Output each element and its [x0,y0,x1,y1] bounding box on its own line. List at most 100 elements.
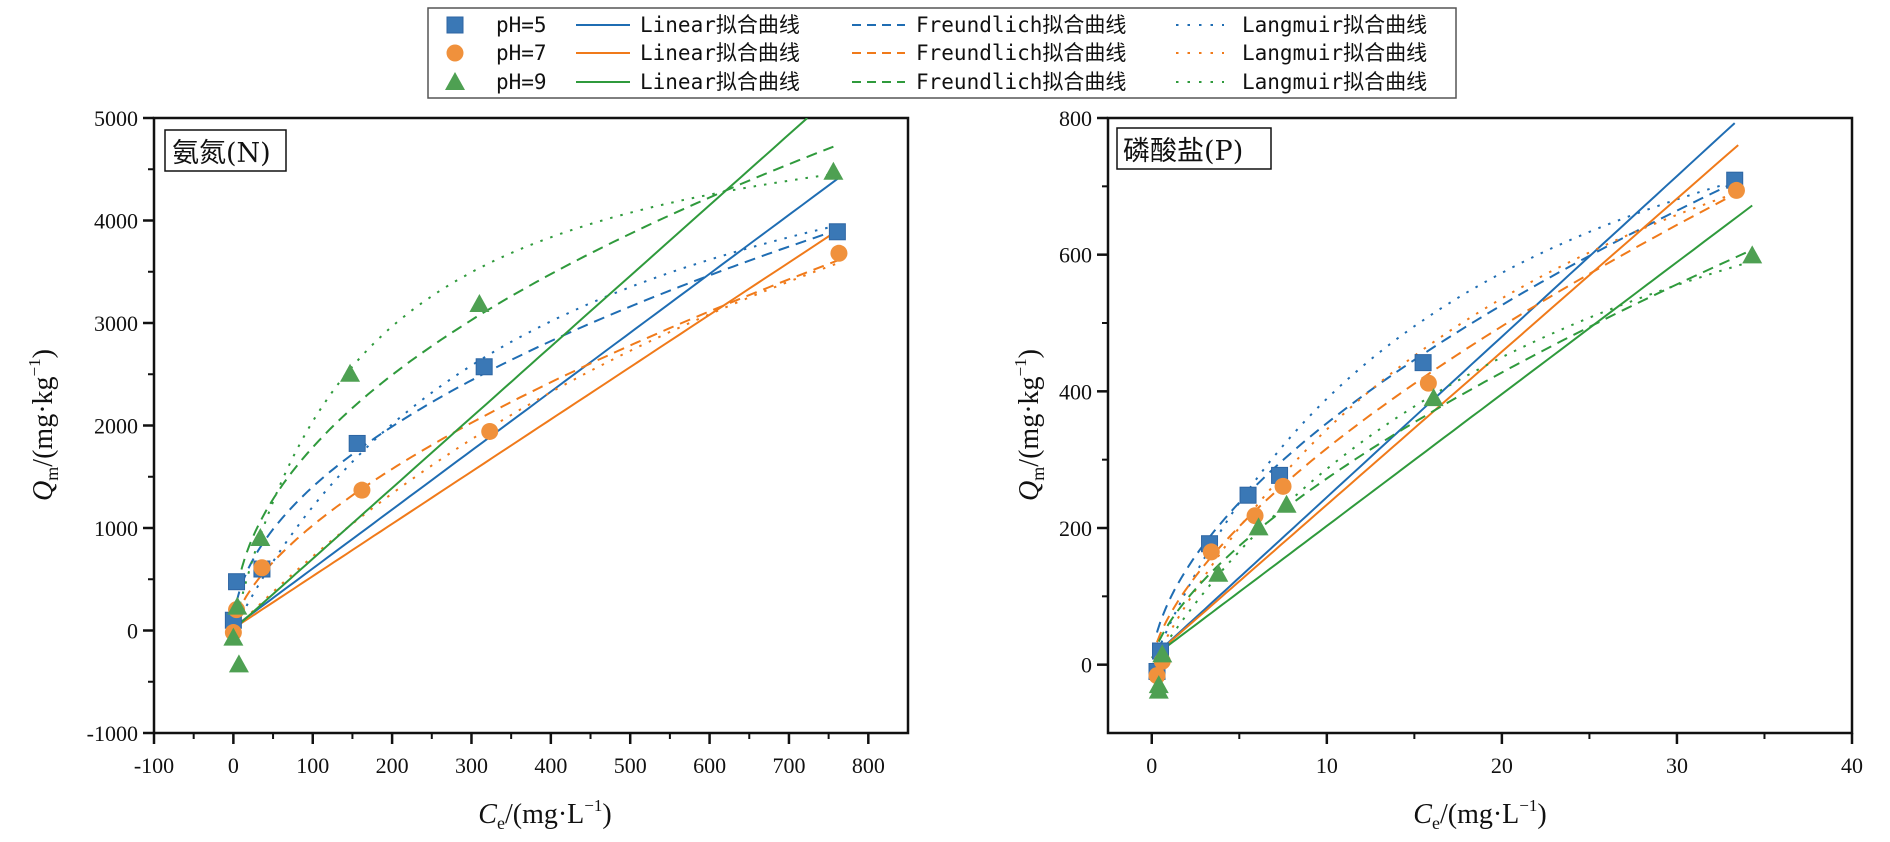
x-tick-label: 700 [772,753,805,778]
legend-marker-triangle [445,72,465,90]
data-point-pH9 [1248,517,1269,536]
data-point-pH5 [475,358,493,376]
data-point-pH9 [823,161,844,180]
legend-marker-square [446,16,464,34]
data-point-pH7 [253,559,271,577]
y-tick-label: -1000 [87,721,138,746]
fit-curve-freundlich-pH9 [1157,248,1753,643]
panel-title-frame [164,129,287,172]
x-tick-label: 40 [1841,753,1863,778]
data-point-pH5 [228,573,246,591]
data-point-pH5 [828,223,846,241]
data-point-pH7 [1246,507,1264,525]
legend-label-freundlich: Freundlich拟合曲线 [916,13,1126,37]
fit-curve-langmuir-pH7 [1156,191,1737,656]
fit-curves [1151,122,1753,659]
legend-label: pH=9 [496,70,547,94]
data-point-pH7 [1727,181,1745,199]
data-point-pH9 [227,596,248,615]
data-point-pH7 [481,422,499,440]
fit-curve-langmuir-pH9 [1157,260,1753,655]
fit-curves [232,118,842,631]
legend-label-freundlich: Freundlich拟合曲线 [916,70,1126,94]
panel-title-box: 氨氮(N) [164,129,287,172]
x-tick-label: 400 [534,753,567,778]
panel-title-frame [1116,127,1272,170]
legend-label-freundlich: Freundlich拟合曲线 [916,41,1126,65]
fit-curve-linear-pH7 [1151,144,1739,659]
plot-marks [1148,122,1763,699]
x-tick-label: 300 [455,753,488,778]
data-point-pH9 [340,363,361,382]
panel-title: 磷酸盐(P) [1123,136,1243,167]
x-tick-label: 800 [852,753,885,778]
data-point-pH5 [1414,354,1432,372]
fit-curve-linear-pH9 [232,118,808,631]
data-point-pH9 [1148,675,1169,694]
fit-curve-langmuir-pH9 [236,173,834,615]
data-point-pH9 [223,627,244,646]
data-point-pH5 [1239,486,1257,504]
fit-curve-freundlich-pH5 [235,228,839,603]
fit-curve-linear-pH5 [232,177,839,629]
fit-curve-langmuir-pH5 [235,224,839,625]
data-point-pH9 [469,294,490,313]
axes: -100 0 100 200 300 400 500 600 700 800-1000010002… [87,106,885,778]
legend-label-linear: Linear拟合曲线 [640,13,800,37]
x-tick-label: 20 [1491,753,1513,778]
x-axis-label: Ce/(mg·L−1) [1413,796,1546,833]
legend-label: pH=7 [496,41,547,65]
data-point-pH9 [1423,388,1444,407]
y-axis-label: Qm/(mg·kg−1) [1011,349,1048,501]
y-tick-label: 800 [1059,106,1092,131]
legend-label-langmuir: Langmuir拟合曲线 [1242,70,1427,94]
x-tick-label: 500 [614,753,647,778]
y-tick-label: 400 [1059,379,1092,404]
y-tick-label: 600 [1059,243,1092,268]
y-tick-label: 0 [1081,653,1092,678]
x-tick-label: 30 [1666,753,1688,778]
plot-marks [223,118,848,673]
fit-curve-freundlich-pH9 [236,145,834,588]
fit-curve-langmuir-pH5 [1156,180,1735,653]
data-point-pH9 [1742,245,1763,264]
legend-label-linear: Linear拟合曲线 [640,41,800,65]
data-point-pH9 [1152,644,1173,663]
legend-label-linear: Linear拟合曲线 [640,70,800,94]
x-tick-label: 0 [228,753,239,778]
data-points [1148,171,1763,699]
data-point-pH9 [1276,494,1297,513]
y-tick-label: 0 [127,619,138,644]
fit-curve-linear-pH5 [1151,122,1736,659]
y-tick-label: 2000 [94,414,138,439]
data-point-pH9 [228,654,249,673]
x-axis-label: Ce/(mg·L−1) [478,796,611,833]
legend-label-langmuir: Langmuir拟合曲线 [1242,41,1427,65]
data-point-pH7 [1274,477,1292,495]
fit-curve-linear-pH7 [232,227,842,630]
fit-curve-freundlich-pH7 [235,259,840,617]
x-tick-label: 100 [296,753,329,778]
data-point-pH7 [353,481,371,499]
panel-ammonia-nitrogen: -100 0 100 200 300 400 500 600 700 800-1000010002… [25,106,910,833]
y-tick-label: 3000 [94,311,138,336]
fit-curve-freundlich-pH7 [1156,192,1737,643]
data-point-pH9 [1208,563,1229,582]
panel-title-box: 磷酸盐(P) [1116,127,1272,170]
fit-curve-freundlich-pH5 [1156,181,1736,633]
data-points [223,161,848,673]
y-tick-label: 4000 [94,209,138,234]
data-point-pH7 [1419,374,1437,392]
data-point-pH9 [250,527,271,546]
y-tick-label: 5000 [94,106,138,131]
x-tick-label: -100 [134,753,174,778]
y-tick-label: 200 [1059,516,1092,541]
x-tick-label: 600 [693,753,726,778]
fit-curve-linear-pH9 [1151,204,1753,659]
data-point-pH7 [1202,543,1220,561]
data-point-pH5 [348,434,366,452]
panel-title: 氨氮(N) [172,138,271,169]
